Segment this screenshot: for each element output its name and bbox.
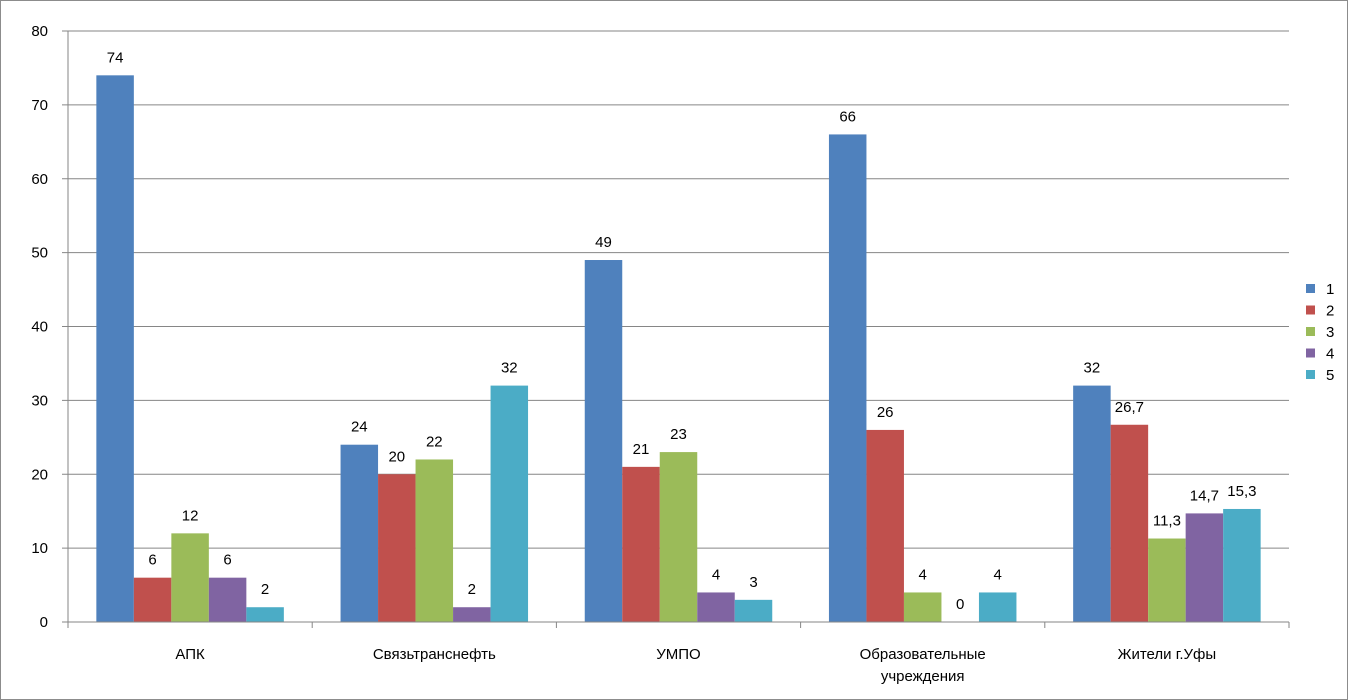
gridlines [68,30,1289,549]
bar [415,459,454,622]
data-label: 3 [749,574,757,591]
y-tick-label: 60 [31,171,48,188]
data-label: 4 [712,566,720,583]
bar [1073,385,1111,622]
legend-label: 5 [1326,367,1334,384]
legend-swatch [1306,370,1315,379]
data-label: 6 [148,552,156,569]
data-label: 11,3 [1153,513,1181,530]
y-tick-label: 20 [31,466,48,483]
data-label: 74 [107,49,124,66]
y-tick-label: 30 [31,392,48,409]
bar [828,134,867,623]
y-tick-label: 80 [31,23,48,40]
legend-label: 2 [1326,303,1334,320]
bar [584,260,623,622]
data-label: 32 [501,360,518,377]
legend-label: 1 [1326,281,1334,298]
bar [1223,508,1261,622]
bar [659,452,698,622]
legend-label: 4 [1326,346,1334,363]
legend-swatch [1306,305,1315,315]
data-label: 14,7 [1190,487,1219,504]
data-label: 24 [351,419,368,436]
data-label: 4 [994,566,1002,583]
bar [734,599,773,622]
bar [96,75,134,622]
legend: 1 2 3 4 5 [1306,281,1334,384]
data-label: 12 [182,507,199,524]
bar [1148,538,1186,622]
data-label: 2 [468,581,476,598]
x-category-label: Образовательные [860,646,986,663]
x-category-label: Жители г.Уфы [1118,646,1217,663]
data-label: 4 [919,566,927,583]
bar [246,607,284,622]
bars [96,75,1261,623]
data-label: 2 [261,581,269,598]
y-tick-label: 50 [31,245,48,262]
x-category-label: АПК [175,646,205,663]
x-category-label: Связьтранснефть [373,646,496,663]
bar [133,577,172,622]
bar [622,466,660,622]
legend-swatch [1306,348,1315,358]
bar [1110,424,1149,622]
x-category-label: учреждения [881,668,965,685]
data-label: 66 [839,108,856,125]
data-label: 21 [633,441,650,458]
y-tick-label: 40 [31,319,48,336]
y-tick-label: 10 [31,540,48,557]
bar [171,533,209,622]
bar [866,429,904,622]
x-category-label: УМПО [656,646,700,663]
data-label: 15,3 [1227,483,1256,500]
data-label: 26,7 [1115,399,1144,416]
data-label: 32 [1084,360,1101,377]
bar [378,474,416,622]
bar [697,592,735,622]
data-label: 20 [388,448,405,465]
bar [490,385,529,622]
data-label: 26 [877,404,894,421]
legend-label: 3 [1326,324,1334,341]
data-label: 49 [595,234,612,251]
bar [453,607,491,622]
legend-swatch [1306,327,1315,336]
bar [903,592,942,622]
bar [1185,513,1224,622]
legend-swatch [1306,284,1315,293]
data-label: 6 [223,552,231,569]
data-label: 22 [426,433,443,450]
data-label: 23 [670,426,687,443]
y-tick-label: 70 [31,97,48,114]
bar [978,592,1017,622]
bar [208,577,247,622]
data-label: 0 [956,596,964,613]
bar [340,444,379,622]
y-tick-label: 0 [40,614,48,631]
